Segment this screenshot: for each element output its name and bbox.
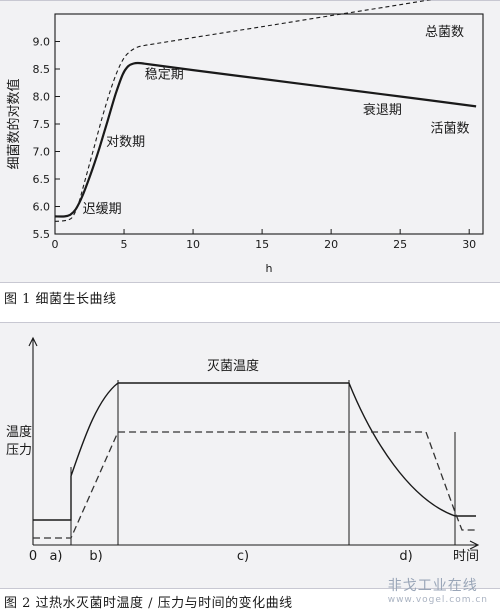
bacterial-growth-chart: 0 5 10 15 20 25 30 5.5 6.0 6.5 7.0 7.5 8.0 8.5 9.0 h 细菌数… <box>6 0 484 275</box>
viable-count-line <box>54 61 477 218</box>
y-axis-label-line1: 温度 <box>6 424 32 440</box>
y-tick-label: 7.5 <box>33 118 51 131</box>
y-axis-arrow <box>28 336 38 347</box>
total-count-line <box>54 0 432 222</box>
x-tick-label: 15 <box>255 238 269 251</box>
y-tick-label: 6.0 <box>33 201 51 214</box>
watermark-text: 非戈工业在线 <box>387 578 478 594</box>
watermark-url: www.vogel.com.cn <box>387 595 488 605</box>
growth-chart-panel <box>0 0 500 283</box>
phase-label: c) <box>237 549 249 564</box>
x-tick-label: 5 <box>121 238 128 251</box>
y-tick-label: 5.5 <box>33 228 51 241</box>
x-tick-label: 0 <box>52 238 59 251</box>
y-tick-label: 9.0 <box>33 36 51 49</box>
phase-label: d) <box>399 549 412 564</box>
curve-annotation: 迟缓期 <box>83 202 122 217</box>
curve-annotation: 对数期 <box>106 135 145 150</box>
pressure-line <box>33 431 476 539</box>
x-tick-label: 10 <box>186 238 200 251</box>
y-tick-label: 6.5 <box>33 173 51 186</box>
x-axis-label: h <box>266 262 273 275</box>
figure-1-caption: 图 1 细菌生长曲线 <box>4 292 117 307</box>
figure-2-caption: 图 2 过热水灭菌时温度 / 压力与时间的变化曲线 <box>4 596 293 611</box>
x-tick-label: 25 <box>393 238 407 251</box>
y-tick-label: 8.0 <box>33 91 51 104</box>
curve-annotation: 活菌数 <box>431 121 470 136</box>
x-axis-label: 时间 <box>453 549 479 564</box>
x-tick-label: 30 <box>462 238 476 251</box>
phase-label: a) <box>49 549 62 564</box>
curve-annotation: 稳定期 <box>145 66 184 82</box>
x-axis-arrow <box>469 540 480 550</box>
curve-annotation: 衰退期 <box>363 102 402 118</box>
x-tick-label: 20 <box>324 238 338 251</box>
y-axis-label-line2: 压力 <box>6 443 32 458</box>
y-axis-label: 细菌数的对数值 <box>6 78 22 169</box>
curve-annotation: 总菌数 <box>425 25 464 40</box>
temperature-line <box>33 382 476 521</box>
phase-label: b) <box>89 549 102 564</box>
y-tick-label: 8.5 <box>33 63 51 76</box>
sterilization-temperature-title: 灭菌温度 <box>207 358 259 374</box>
y-tick-label: 7.0 <box>33 146 51 159</box>
phase-label: 0 <box>29 549 37 564</box>
watermark: 非戈工业在线 www.vogel.com.cn <box>388 575 488 605</box>
